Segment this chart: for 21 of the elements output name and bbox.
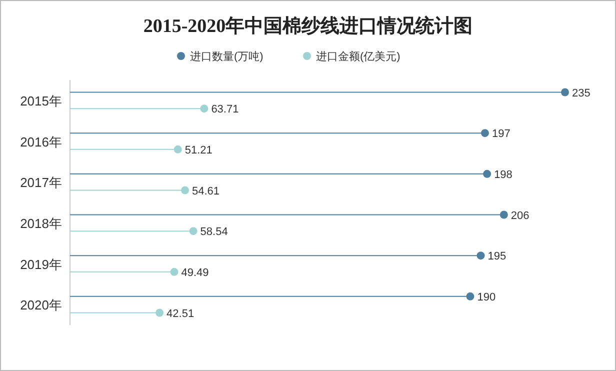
y-tick-label: 2017年 xyxy=(20,175,62,190)
y-tick-label: 2015年 xyxy=(20,93,62,108)
data-label: 49.49 xyxy=(181,266,209,279)
y-tick-label: 2018年 xyxy=(20,216,62,231)
y-tick-label: 2020年 xyxy=(20,298,62,313)
data-label: 54.61 xyxy=(192,185,220,198)
data-label: 58.54 xyxy=(200,226,228,238)
data-label: 195 xyxy=(488,250,506,263)
chart-title: 2015-2020年中国棉纱线进口情况统计图 xyxy=(143,15,473,37)
data-label: 197 xyxy=(492,128,510,140)
data-label: 198 xyxy=(494,168,512,181)
data-label: 206 xyxy=(510,210,530,222)
data-label: 63.71 xyxy=(211,104,239,116)
y-tick-label: 2019年 xyxy=(20,256,62,272)
data-label: 42.51 xyxy=(166,308,194,320)
legend-label: 进口金额(亿美元) xyxy=(316,50,400,63)
data-label: 51.21 xyxy=(184,144,212,156)
y-tick-label: 2016年 xyxy=(20,134,62,150)
data-label: 190 xyxy=(477,291,496,304)
data-label: 235 xyxy=(572,87,590,100)
legend-label: 进口数量(万吨) xyxy=(190,50,264,63)
